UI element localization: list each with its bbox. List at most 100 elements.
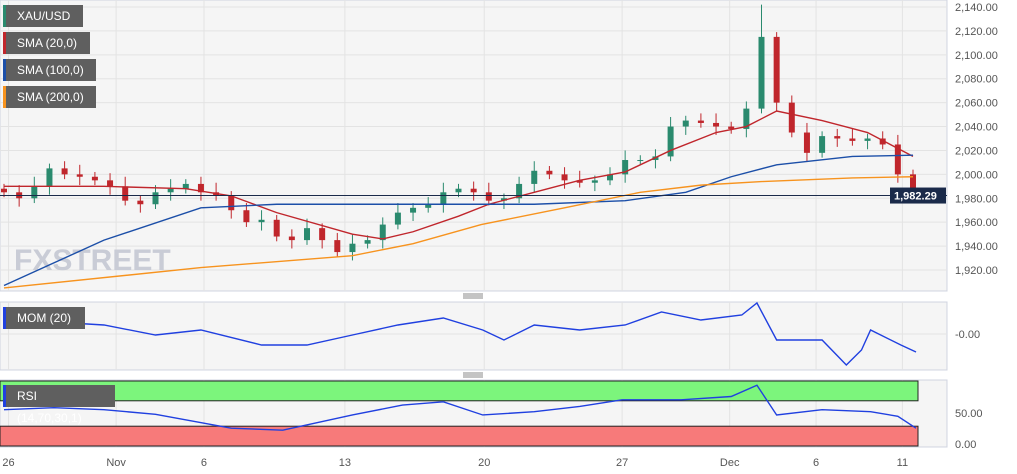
x-tick-label: 6	[201, 457, 207, 469]
candle-body	[107, 180, 114, 187]
rsi-overbought-band	[0, 380, 919, 402]
candle-body	[46, 168, 53, 187]
candle-body	[137, 200, 144, 205]
candle-body	[576, 180, 583, 183]
candle-body	[819, 136, 826, 153]
last-price-box	[890, 187, 946, 204]
sma100-line	[3, 154, 914, 287]
y-tick-label: 2,100.00	[955, 50, 998, 62]
candle-body	[197, 183, 204, 193]
x-tick-label: 27	[616, 457, 628, 469]
candle-body	[561, 174, 568, 181]
candle-body	[637, 160, 644, 162]
candle-body	[258, 219, 265, 223]
candle-body	[243, 210, 250, 223]
main-pane	[0, 0, 948, 292]
legend-sma20[interactable]: SMA (20,0)	[3, 32, 90, 54]
candle-body	[531, 170, 538, 184]
legend-mom[interactable]: MOM (20)	[3, 307, 85, 329]
candle-body	[61, 168, 68, 175]
candle-body	[470, 188, 477, 193]
legend-rsi[interactable]: RSI (14,70,30,1)	[3, 385, 115, 425]
rsi-oversold-band	[0, 425, 919, 447]
candle-body	[894, 144, 901, 175]
candle-body	[1, 188, 7, 193]
candle-body	[697, 120, 704, 123]
candle-body	[803, 132, 810, 153]
candle-body	[122, 186, 129, 201]
x-tick-label: 26	[2, 457, 14, 469]
candle-body	[728, 126, 735, 129]
rsi-tick-label: 50.00	[955, 408, 983, 420]
candle-body	[304, 228, 310, 241]
candle-body	[788, 102, 795, 133]
candle-body	[834, 136, 841, 139]
y-tick-label: 2,140.00	[955, 2, 998, 14]
y-tick-label: 1,940.00	[955, 241, 998, 253]
x-tick-label: 13	[339, 457, 351, 469]
rsi-line	[3, 384, 917, 431]
x-tick-label: 11	[897, 457, 908, 469]
candle-body	[440, 192, 447, 205]
candle-body	[849, 138, 856, 141]
candle-body	[379, 224, 386, 241]
candle-body	[743, 108, 750, 129]
sma200-line	[3, 176, 914, 289]
y-tick-label: 2,020.00	[955, 145, 998, 157]
candle-body	[758, 36, 765, 109]
candle-body	[91, 176, 98, 181]
candle-body	[228, 195, 235, 211]
candle-body	[516, 183, 523, 199]
candle-body	[76, 174, 83, 177]
y-tick-label: 2,060.00	[955, 98, 998, 110]
candle-body	[682, 120, 689, 127]
candle-body	[364, 240, 371, 244]
y-tick-label: 2,120.00	[955, 26, 998, 38]
legend-sma100[interactable]: SMA (100,0)	[3, 59, 96, 81]
candle-body	[425, 204, 432, 208]
candle-body	[910, 174, 916, 196]
candle-body	[607, 174, 613, 181]
candle-body	[288, 236, 295, 241]
candle-body	[394, 212, 401, 225]
candle-body	[167, 188, 174, 193]
candle-body	[273, 219, 280, 237]
last-price-label: 1,982.29	[894, 191, 937, 203]
candle-body	[319, 228, 326, 241]
fxstreet-watermark: FXSTREET	[14, 244, 171, 277]
legend-sma200[interactable]: SMA (200,0)	[3, 86, 96, 108]
candle-body	[773, 36, 780, 103]
x-tick-label: Dec	[720, 457, 740, 469]
y-tick-label: 2,000.00	[955, 169, 998, 181]
x-tick-label: Nov	[106, 457, 126, 469]
candle-body	[182, 183, 189, 189]
mom-line	[3, 301, 917, 366]
candle-body	[334, 240, 341, 253]
candle-body	[879, 138, 886, 145]
y-tick-label: 1,980.00	[955, 193, 998, 205]
y-tick-label: 1,920.00	[955, 265, 998, 277]
candle-body	[591, 180, 598, 183]
candle-body	[622, 160, 629, 175]
candle-body	[546, 170, 553, 175]
legend-xauusd[interactable]: XAU/USD	[3, 5, 83, 27]
candle-body	[864, 138, 871, 141]
candle-body	[349, 243, 356, 253]
x-tick-label: 20	[478, 457, 490, 469]
candle-body	[410, 207, 417, 213]
candle-body	[500, 198, 507, 201]
candle-body	[455, 188, 462, 193]
y-tick-label: 2,040.00	[955, 122, 998, 134]
candle-body	[31, 186, 38, 199]
y-tick-label: 1,960.00	[955, 217, 998, 229]
rsi-tick-label: 0.00	[955, 439, 976, 451]
mom-pane	[0, 301, 948, 371]
mom-tick-label: -0.00	[955, 329, 980, 341]
candle-body	[485, 192, 492, 201]
y-tick-label: 2,080.00	[955, 74, 998, 86]
candle-body	[152, 192, 159, 205]
candle-body	[713, 122, 720, 127]
candle-body	[667, 126, 674, 157]
x-tick-label: 6	[813, 457, 819, 469]
